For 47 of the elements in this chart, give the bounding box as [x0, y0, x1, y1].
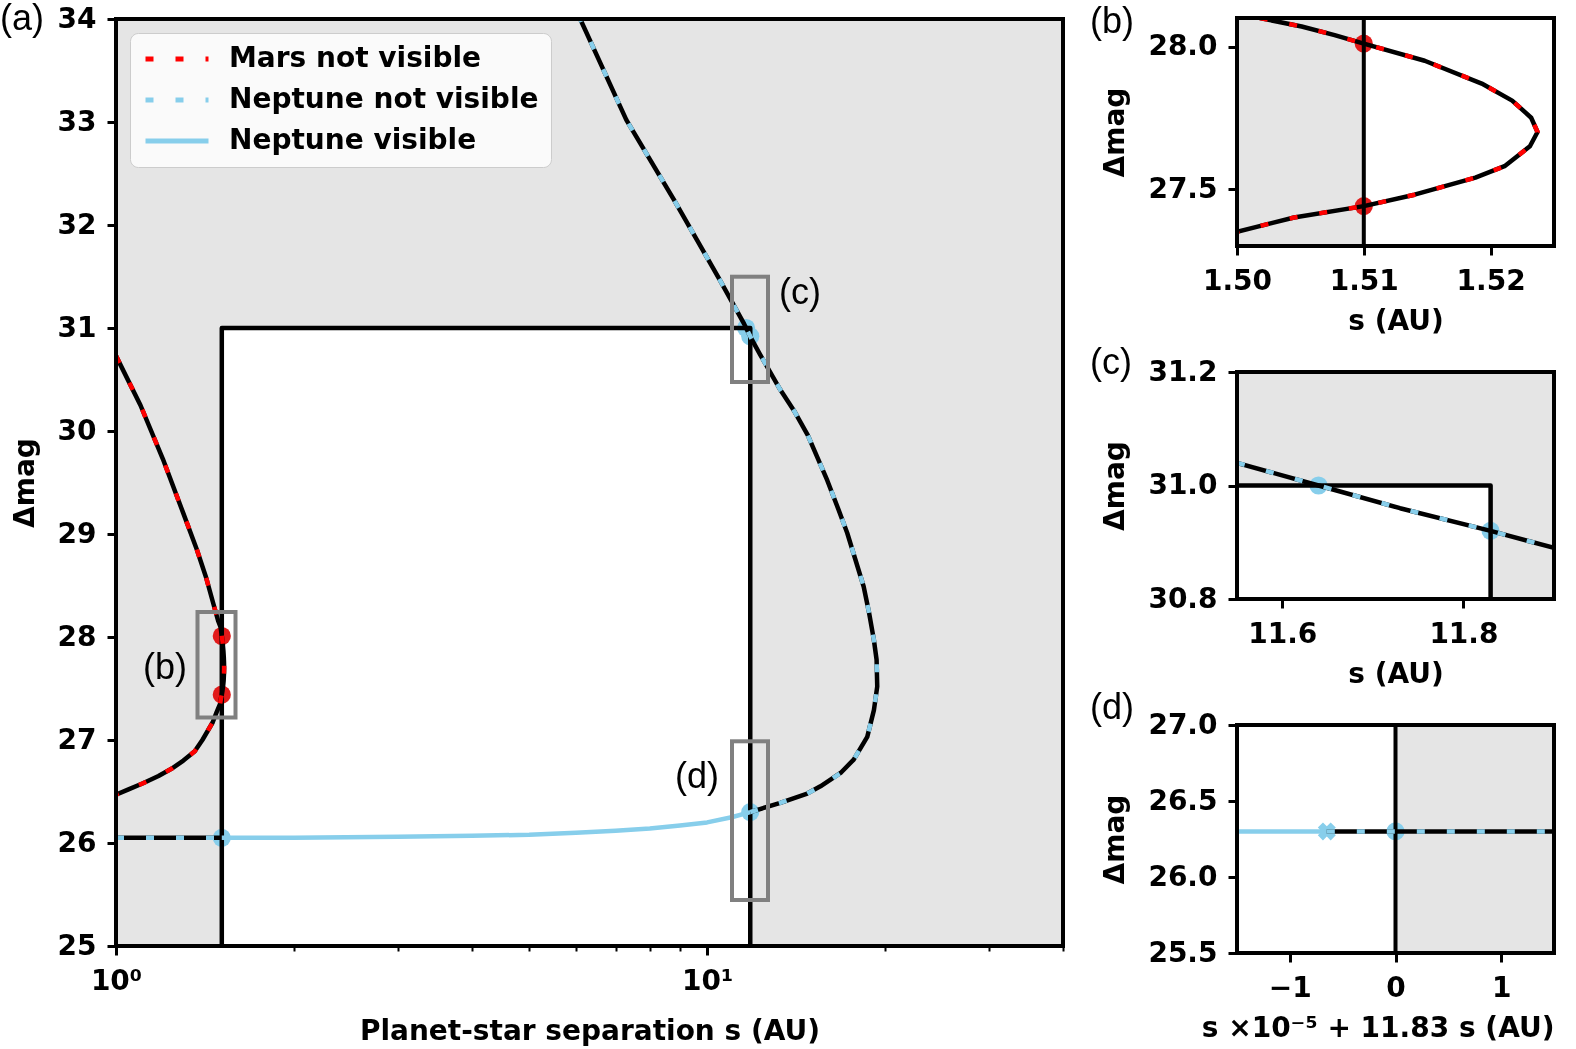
y-tick-label: 26: [57, 825, 97, 859]
y-tick-label: 27.5: [1148, 171, 1218, 205]
y-tick-label: 31.0: [1148, 468, 1218, 501]
legend-label: Neptune visible: [229, 123, 477, 156]
annotation: (c): [779, 271, 821, 312]
y-tick-label: 27: [57, 722, 97, 756]
chart-title: (c): [1090, 341, 1132, 382]
legend-label: Neptune not visible: [229, 82, 539, 115]
x-axis-title: s (AU): [1348, 656, 1444, 690]
y-tick-label: 25.5: [1148, 935, 1218, 969]
x-axis-title: s (AU): [1348, 303, 1444, 337]
y-tick-label: 28: [57, 619, 97, 653]
y-axis-title: Δmag: [1098, 794, 1132, 885]
x-tick-label: 0: [1386, 970, 1406, 1004]
y-tick-label: 28.0: [1148, 29, 1218, 62]
y-tick-label: 33: [57, 104, 97, 138]
x-tick-label: 1.50: [1202, 263, 1273, 297]
y-tick-label: 27.0: [1148, 707, 1218, 741]
y-axis-title: Δmag: [1098, 87, 1132, 178]
x-tick-label: 11.8: [1429, 616, 1499, 650]
y-axis-title: Δmag: [7, 438, 41, 528]
annotation: (b): [143, 646, 187, 687]
chart-title: (b): [1090, 0, 1134, 41]
y-tick-label: 30: [57, 413, 97, 447]
x-tick-label: 1.52: [1456, 263, 1526, 297]
x-axis-title: s ×10⁻⁵ + 11.83 s (AU): [1201, 1010, 1555, 1044]
y-tick-label: 34: [57, 1, 97, 35]
y-axis-title: Δmag: [1098, 441, 1132, 531]
chart-title: (d): [1090, 686, 1134, 727]
chart-title: (a): [0, 0, 44, 38]
y-tick-label: 25: [57, 928, 97, 962]
x-tick-label: 1: [1491, 970, 1512, 1004]
y-tick-label: 26.5: [1148, 783, 1218, 817]
annotation: (d): [675, 755, 719, 796]
x-tick-label: 1.51: [1329, 263, 1399, 297]
y-tick-label: 26.0: [1148, 859, 1218, 893]
x-tick-label: −1: [1268, 970, 1312, 1004]
x-tick-label: 10⁰: [90, 963, 143, 997]
x-tick-label: 11.6: [1248, 616, 1318, 650]
x-axis-title: Planet-star separation s (AU): [359, 1013, 821, 1047]
y-tick-label: 32: [57, 207, 97, 241]
legend-label: Mars not visible: [229, 41, 482, 74]
y-tick-label: 29: [57, 516, 97, 550]
y-tick-label: 30.8: [1148, 581, 1218, 615]
y-tick-label: 31.2: [1148, 354, 1218, 388]
x-tick-label: 10¹: [682, 963, 734, 997]
y-tick-label: 31: [57, 310, 97, 344]
